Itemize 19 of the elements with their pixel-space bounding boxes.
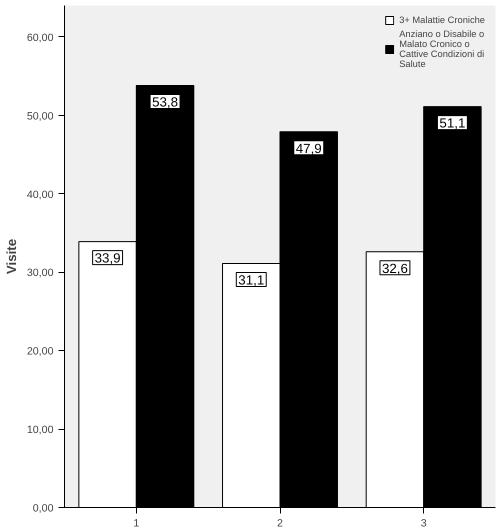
- x-tick-label: 2: [277, 518, 284, 530]
- x-tick-label: 1: [133, 518, 140, 530]
- y-tick-label: 30,00: [26, 267, 54, 280]
- y-tick-label: 20,00: [26, 346, 54, 358]
- data-label: 32,6: [382, 260, 408, 276]
- legend-label: Anziano o Disabile o Malato Cronico o Cattive Condizioni di Salute: [399, 29, 484, 69]
- data-label: 31,1: [238, 272, 264, 288]
- x-tick-label: 3: [420, 518, 427, 530]
- y-tick-label: 10,00: [26, 424, 54, 436]
- y-tick-label: 0,00: [32, 502, 54, 514]
- y-tick-label: 60,00: [26, 32, 54, 44]
- data-label: 53,8: [152, 94, 178, 110]
- data-label: 33,9: [94, 250, 121, 266]
- y-tick-label: 50,00: [26, 110, 54, 122]
- data-label: 51,1: [439, 116, 466, 131]
- y-axis-title: Visite: [4, 238, 19, 274]
- y-tick-label: 40,00: [26, 188, 54, 201]
- legend-label: 3+ Malattie Croniche: [399, 15, 485, 25]
- data-label: 47,9: [296, 140, 322, 156]
